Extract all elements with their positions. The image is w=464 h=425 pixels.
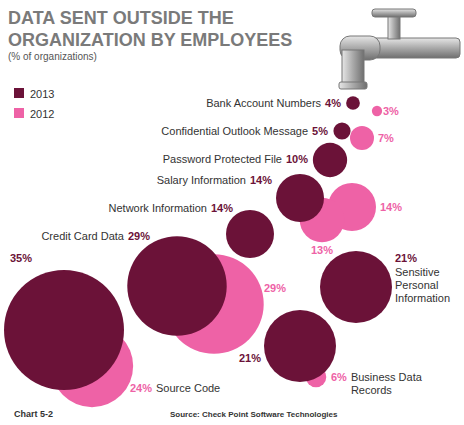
category-label: Confidential Outlook Message <box>161 125 308 137</box>
data-label: 3% <box>383 105 399 117</box>
data-label: 4% <box>325 97 341 109</box>
text-line: Records <box>351 384 392 396</box>
data-label: 29% <box>264 282 286 294</box>
data-label: 21% <box>395 252 417 264</box>
text-line: DATA SENT OUTSIDE THE <box>8 8 234 28</box>
category-label: Source Code <box>156 382 220 394</box>
data-label: 21% <box>239 352 261 364</box>
bubble <box>346 96 360 110</box>
text-line: Source Code <box>156 382 220 394</box>
bubble <box>127 236 226 335</box>
annotation: Chart 5-2 <box>14 409 53 419</box>
data-label: 6% <box>331 371 347 383</box>
category-label: SensitivePersonalInformation <box>395 266 450 304</box>
title: DATA SENT OUTSIDE THEORGANIZATION BY EMP… <box>8 8 292 50</box>
data-label: 14% <box>380 201 402 213</box>
legend-swatch <box>14 88 24 98</box>
category-label: Password Protected File <box>163 153 282 165</box>
bubble <box>313 143 347 177</box>
data-label: 35% <box>10 252 32 264</box>
bubble <box>333 122 350 139</box>
data-label: 14% <box>250 174 272 186</box>
bubble <box>350 126 374 150</box>
faucet-stem <box>388 16 400 39</box>
faucet-handle <box>372 9 416 17</box>
category-label: Business DataRecords <box>351 371 423 396</box>
labels: 4% 3% Bank Account Numbers 5% 7% Confidential… <box>10 97 450 396</box>
data-label: 13% <box>311 244 333 256</box>
data-label: 14% <box>211 202 233 214</box>
bubbles <box>4 96 392 407</box>
subtitle: (% of organizations) <box>8 51 97 62</box>
legend-label: 2012 <box>30 108 54 120</box>
faucet-spout <box>342 50 364 84</box>
bubble <box>372 106 382 116</box>
category-label: Bank Account Numbers <box>206 97 321 109</box>
text-line: Personal <box>395 279 438 291</box>
legend: 2013 2012 <box>14 88 54 120</box>
text-line: ORGANIZATION BY EMPLOYEES <box>8 30 292 50</box>
faucet-nozzle <box>339 82 367 89</box>
data-label: 24% <box>130 382 152 394</box>
category-label: Salary Information <box>157 174 246 186</box>
bubble <box>4 270 124 390</box>
legend-label: 2013 <box>30 88 54 100</box>
text-line: Sensitive <box>395 266 440 278</box>
data-label: 10% <box>286 153 308 165</box>
bubble <box>320 251 392 323</box>
category-label: Credit Card Data <box>41 230 124 242</box>
bubble <box>264 310 336 382</box>
data-label: 29% <box>128 230 150 242</box>
text-line: Information <box>395 292 450 304</box>
bubble <box>276 174 324 222</box>
bubble <box>226 210 274 258</box>
data-label: 7% <box>378 132 394 144</box>
annotation: Source: Check Point Software Technologie… <box>170 410 338 419</box>
text-line: Business Data <box>351 371 423 383</box>
category-label: Network Information <box>109 202 207 214</box>
faucet <box>339 9 460 89</box>
chart: DATA SENT OUTSIDE THEORGANIZATION BY EMP… <box>0 0 464 425</box>
data-label: 5% <box>312 125 328 137</box>
legend-swatch <box>14 108 24 118</box>
